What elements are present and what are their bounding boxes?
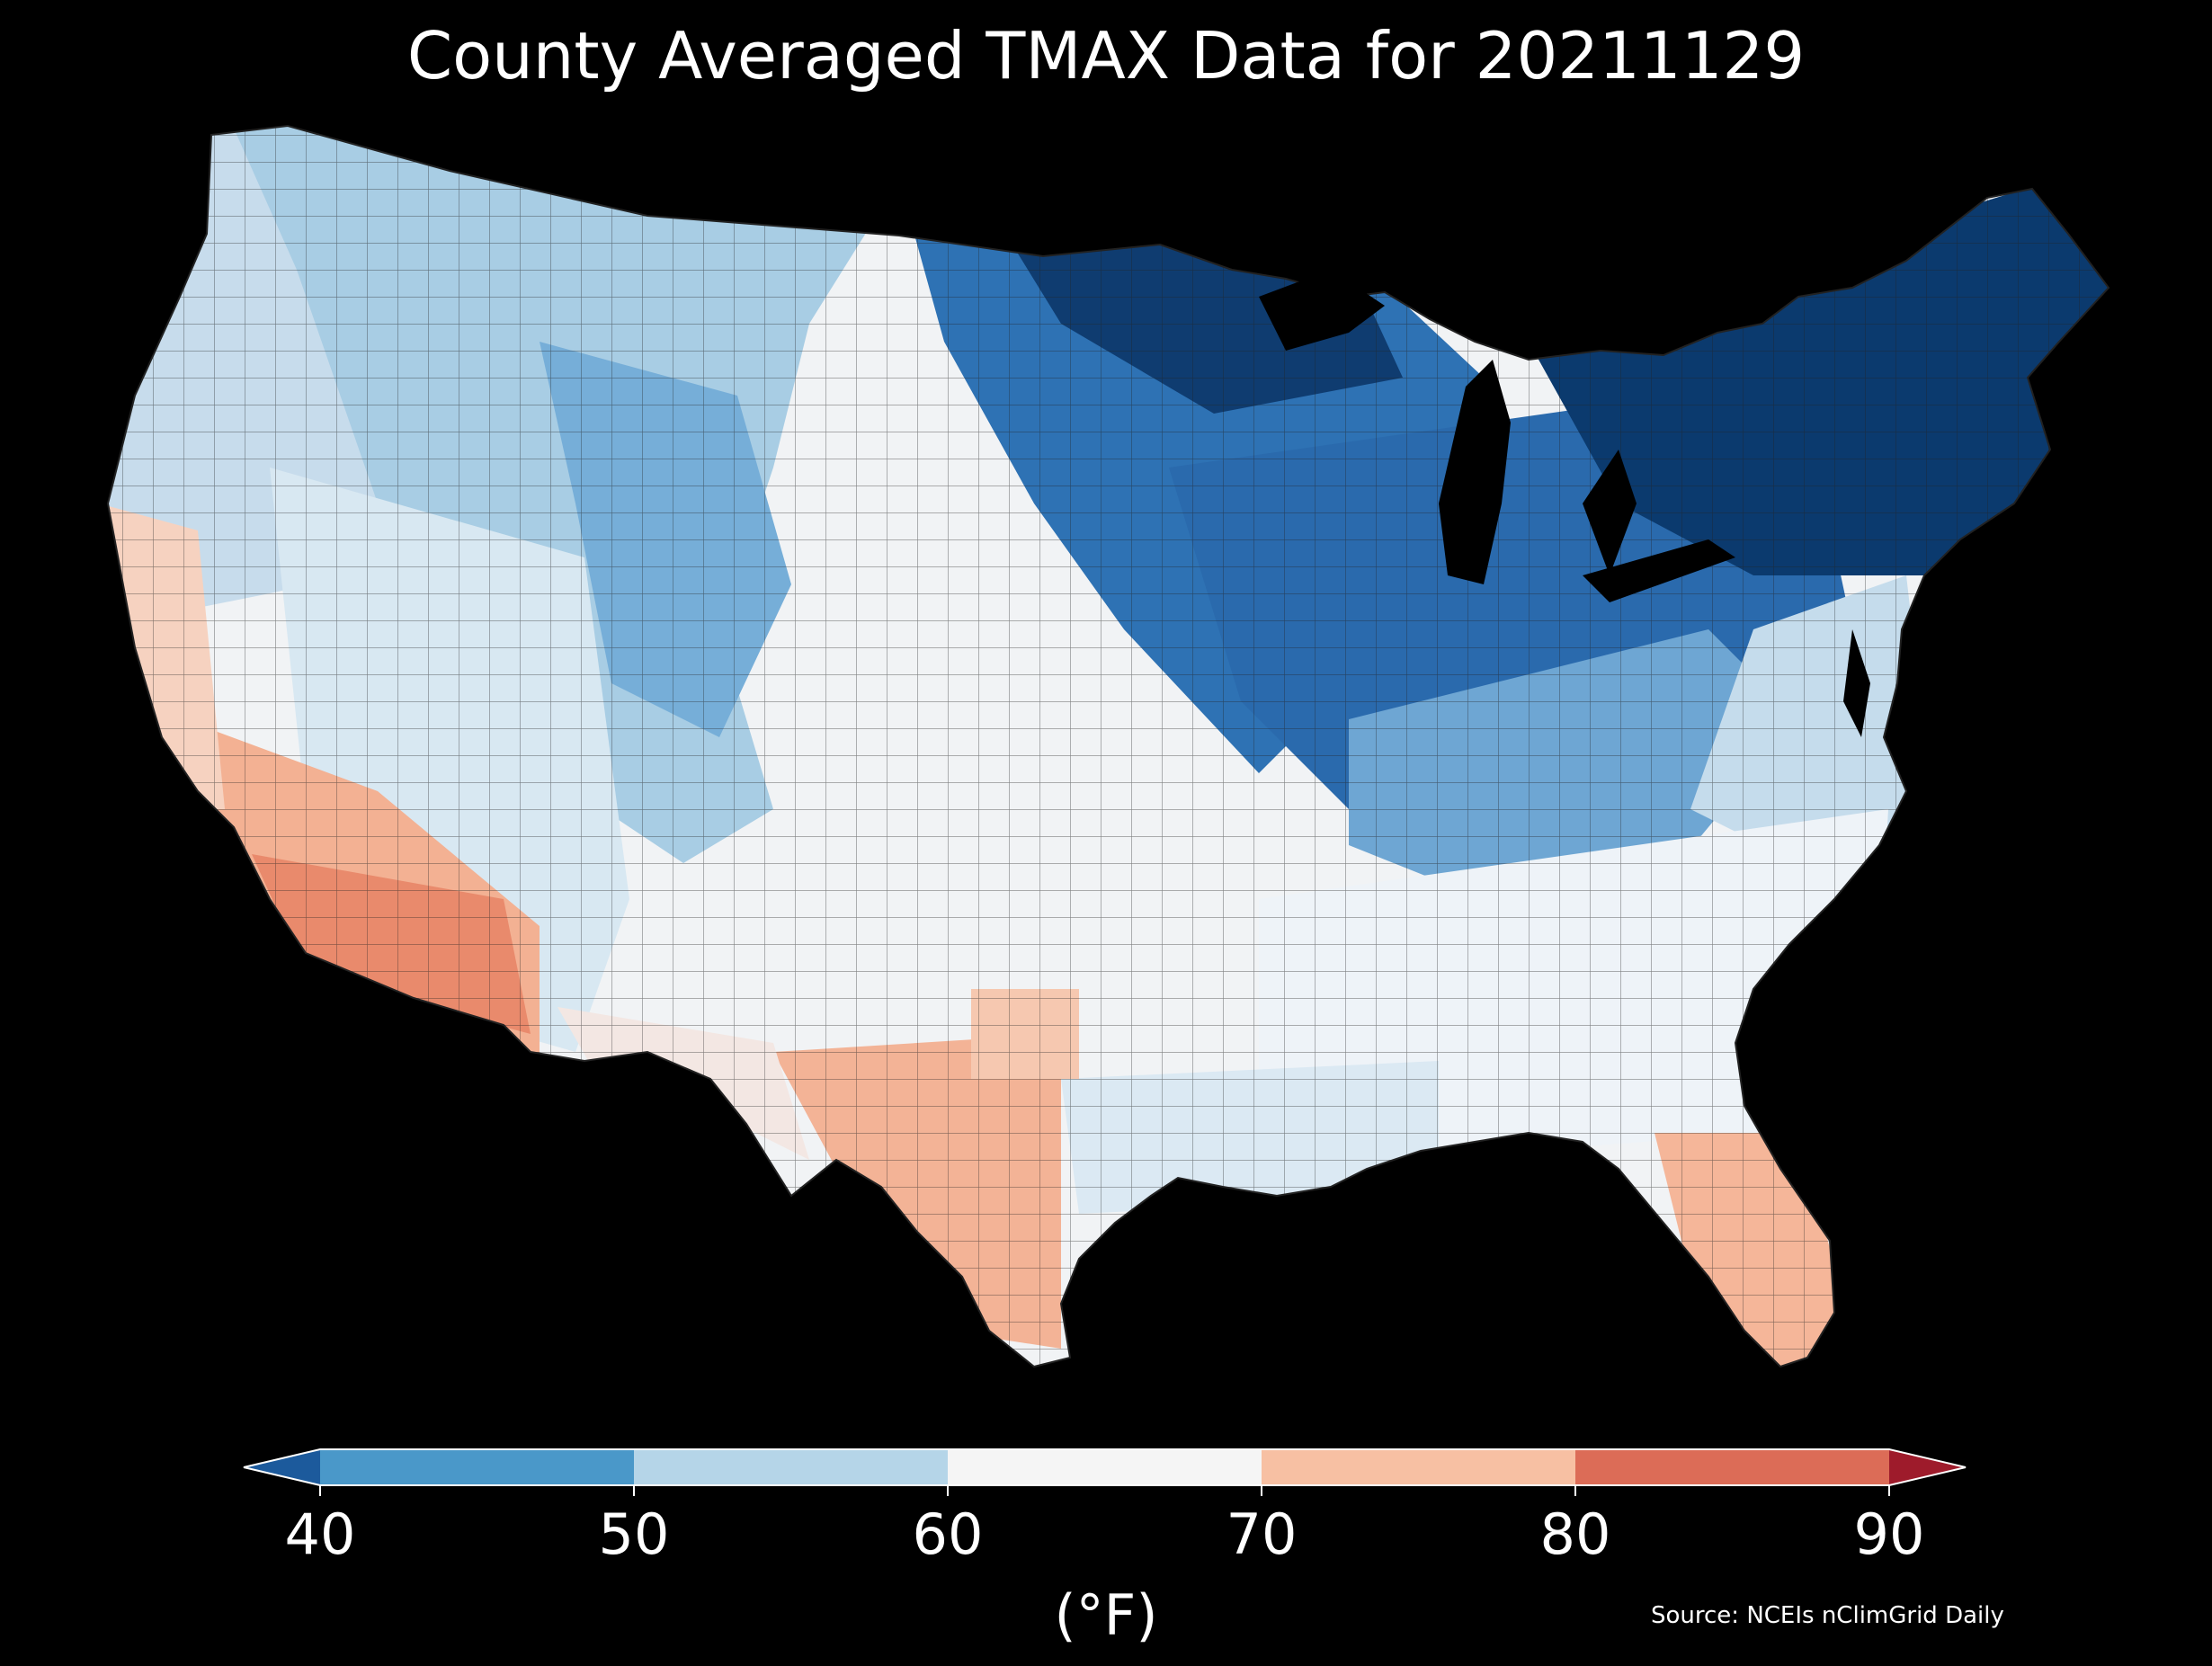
colorbar-tick-40: 40 <box>284 1501 356 1567</box>
us-outline <box>106 124 2110 1368</box>
colorbar-bin-50-60 <box>634 1449 948 1485</box>
colorbar-tick-90: 90 <box>1853 1501 1925 1567</box>
source-credit: Source: NCEIs nClimGrid Daily <box>1651 1602 2004 1629</box>
colorbar-under-arrow <box>244 1449 320 1485</box>
colorbar-tick-60: 60 <box>912 1501 984 1567</box>
colorbar-units-label: (°F) <box>1054 1582 1158 1648</box>
lake-huron <box>1583 450 1637 575</box>
lake-superior <box>1259 270 1385 351</box>
lake-erie <box>1583 539 1735 602</box>
colorbar-bin-60-70 <box>948 1449 1262 1485</box>
colorbar-bin-40-50 <box>320 1449 634 1485</box>
chesapeake-bay <box>1843 629 1870 737</box>
colorbar-bin-80-90 <box>1575 1449 1889 1485</box>
colorbar-tick-50: 50 <box>598 1501 670 1567</box>
colorbar-tick-80: 80 <box>1539 1501 1611 1567</box>
colorbar-over-arrow <box>1889 1449 1966 1485</box>
colorbar-tick-70: 70 <box>1226 1501 1298 1567</box>
colorbar-bin-70-80 <box>1262 1449 1575 1485</box>
lake-michigan <box>1439 360 1511 584</box>
map-title: County Averaged TMAX Data for 20211129 <box>406 18 1806 94</box>
